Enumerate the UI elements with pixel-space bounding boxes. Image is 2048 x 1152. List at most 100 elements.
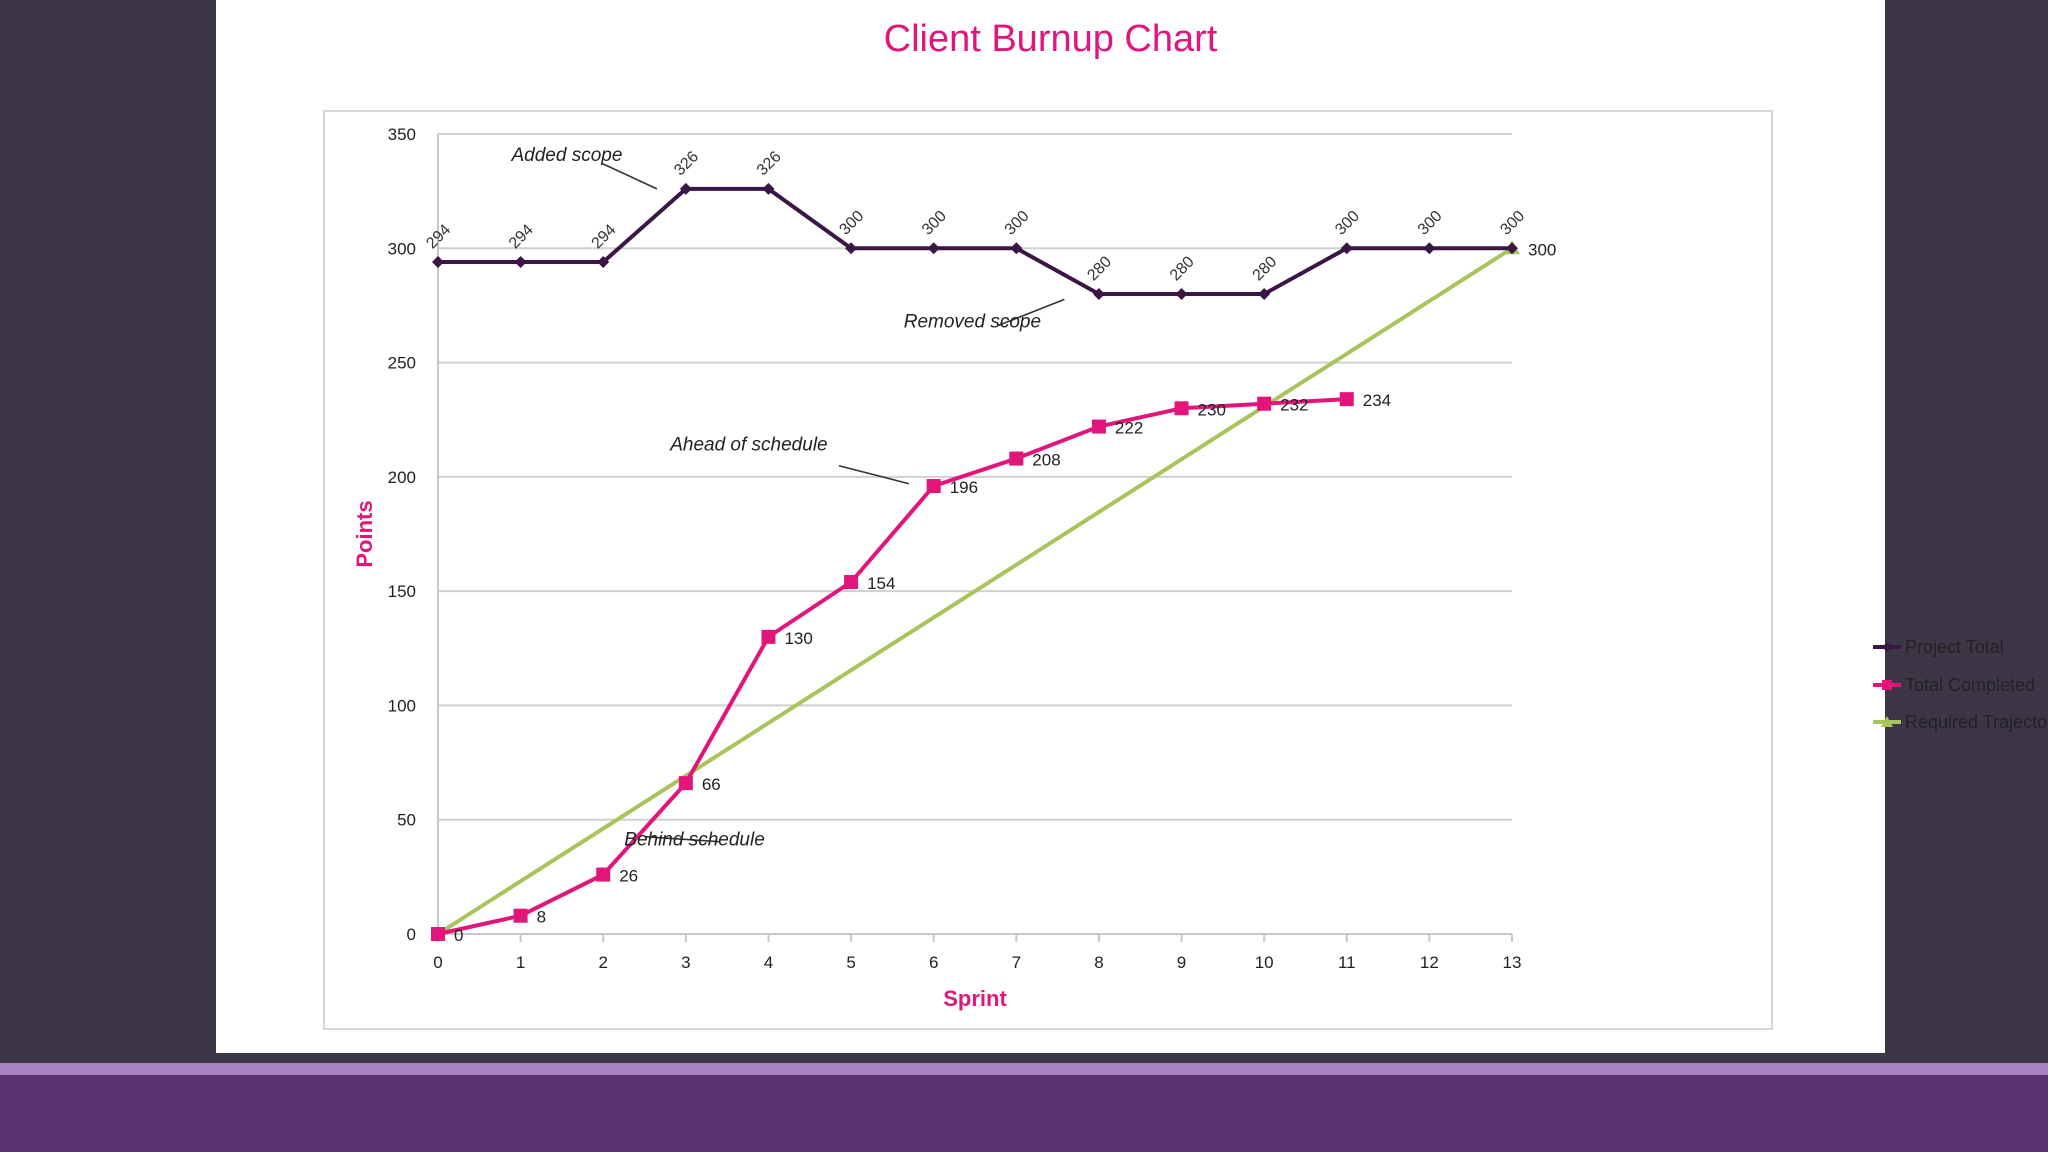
annotation-added-scope: Added scope bbox=[510, 145, 622, 166]
marker-total-completed-4 bbox=[761, 629, 776, 644]
data-label-total-completed-7: 208 bbox=[1032, 451, 1060, 470]
annotation-behind-schedule: Behind schedule bbox=[624, 830, 765, 851]
data-label-project-total-4: 326 bbox=[754, 148, 785, 179]
x-tick-label-2: 2 bbox=[598, 953, 607, 972]
data-label-total-completed-4: 130 bbox=[784, 629, 812, 648]
legend-label-required-trajectory: Required Trajectory bbox=[1905, 712, 2048, 732]
legend-label-project-total: Project Total bbox=[1905, 637, 2004, 657]
legend-marker-required-trajectory bbox=[1873, 716, 1901, 727]
marker-project-total-7 bbox=[1010, 242, 1023, 255]
y-tick-label-300: 300 bbox=[388, 239, 416, 258]
x-tick-label-0: 0 bbox=[433, 953, 442, 972]
legend-marker-project-total bbox=[1873, 642, 1901, 652]
marker-project-total-13 bbox=[1506, 242, 1518, 255]
legend-item-project-total: Project Total bbox=[1871, 632, 2048, 670]
marker-total-completed-3 bbox=[678, 776, 693, 791]
data-label-project-total-6: 300 bbox=[919, 208, 950, 239]
series-line-required-trajectory bbox=[436, 246, 1514, 936]
data-label-total-completed-3: 66 bbox=[702, 775, 721, 794]
marker-total-completed-8 bbox=[1091, 419, 1106, 434]
data-label-project-total-7: 300 bbox=[1002, 208, 1033, 239]
x-axis-title: Sprint bbox=[943, 986, 1007, 1011]
data-label-project-total-9: 280 bbox=[1167, 253, 1198, 284]
x-tick-label-5: 5 bbox=[846, 953, 855, 972]
y-tick-label-100: 100 bbox=[388, 696, 416, 715]
data-label-total-completed-11: 234 bbox=[1363, 391, 1391, 410]
legend-label-total-completed: Total Completed bbox=[1905, 674, 2036, 695]
chart-title: Client Burnup Chart bbox=[883, 18, 1218, 60]
chart-frame: 0 50 100 150 200 250 300 350 0 1 2 3 4 5 6 7 8 9 10 11 12 13 S… bbox=[323, 110, 2048, 1030]
y-tick-label-200: 200 bbox=[388, 468, 416, 487]
marker-total-completed-2 bbox=[596, 867, 611, 882]
x-tick-label-3: 3 bbox=[681, 953, 690, 972]
legend-item-required-trajectory: Required Trajectory bbox=[1871, 707, 2048, 745]
x-tick-label-1: 1 bbox=[516, 953, 525, 972]
x-tick-label-11: 11 bbox=[1338, 953, 1356, 972]
x-tick-label-4: 4 bbox=[764, 953, 773, 972]
marker-total-completed-7 bbox=[1009, 451, 1024, 466]
y-tick-label-250: 250 bbox=[388, 354, 416, 373]
data-label-project-total-3: 326 bbox=[671, 148, 702, 179]
bottom-band bbox=[0, 1075, 2048, 1152]
data-label-total-completed-6: 196 bbox=[950, 478, 978, 497]
marker-total-completed-0 bbox=[431, 927, 445, 941]
marker-project-total-11 bbox=[1340, 242, 1353, 255]
marker-project-total-3 bbox=[679, 182, 692, 195]
legend: Project Total Total Completed Required T… bbox=[1871, 632, 2048, 745]
marker-project-total-6 bbox=[927, 242, 940, 255]
x-tick-label-13: 13 bbox=[1503, 953, 1522, 972]
annotation-removed-scope: Removed scope bbox=[904, 311, 1041, 332]
marker-project-total-9 bbox=[1175, 288, 1188, 300]
legend-marker-total-completed bbox=[1873, 679, 1901, 690]
marker-project-total-8 bbox=[1092, 288, 1105, 300]
x-tick-label-7: 7 bbox=[1012, 953, 1021, 972]
data-label-project-total-12: 300 bbox=[1415, 208, 1446, 239]
y-tick-label-50: 50 bbox=[397, 811, 416, 830]
marker-total-completed-11 bbox=[1339, 392, 1354, 407]
marker-total-completed-10 bbox=[1257, 396, 1272, 411]
annotation-leader-added-scope bbox=[602, 163, 658, 190]
marker-project-total-12 bbox=[1423, 242, 1436, 255]
marker-project-total-0 bbox=[432, 256, 444, 268]
x-tick-label-9: 9 bbox=[1177, 953, 1186, 972]
data-label-total-completed-8: 222 bbox=[1115, 419, 1143, 438]
annotation-leader-ahead-of-schedule bbox=[838, 464, 910, 485]
data-label-total-completed-10: 232 bbox=[1280, 396, 1308, 415]
annotation-ahead-of-schedule: Ahead of schedule bbox=[669, 435, 827, 456]
data-label-project-total-5: 300 bbox=[836, 208, 867, 239]
data-label-project-total-10: 280 bbox=[1250, 253, 1281, 284]
y-tick-label-350: 350 bbox=[388, 125, 416, 144]
marker-total-completed-1 bbox=[513, 908, 528, 923]
marker-project-total-2 bbox=[597, 256, 610, 268]
data-label-required-trajectory-13: 300 bbox=[1528, 240, 1556, 259]
annotation-leader-removed-scope bbox=[998, 298, 1065, 327]
data-label-project-total-8: 280 bbox=[1084, 253, 1115, 284]
x-tick-label-8: 8 bbox=[1094, 953, 1103, 972]
data-label-total-completed-5: 154 bbox=[867, 574, 895, 593]
marker-project-total-4 bbox=[762, 182, 775, 195]
y-tick-label-0: 0 bbox=[407, 925, 416, 944]
data-label-project-total-13: 300 bbox=[1497, 208, 1528, 239]
legend-item-total-completed: Total Completed bbox=[1871, 670, 2048, 708]
marker-project-total-10 bbox=[1258, 288, 1271, 300]
marker-total-completed-6 bbox=[926, 479, 941, 493]
x-tick-label-6: 6 bbox=[929, 953, 938, 972]
data-label-total-completed-1: 8 bbox=[537, 908, 546, 927]
marker-total-completed-9 bbox=[1174, 401, 1189, 416]
x-tick-label-12: 12 bbox=[1420, 953, 1439, 972]
marker-total-completed-5 bbox=[844, 575, 859, 589]
data-label-total-completed-2: 26 bbox=[619, 867, 638, 886]
series-line-total-completed bbox=[437, 397, 1347, 936]
marker-project-total-1 bbox=[514, 256, 527, 268]
annotation-leader-behind-schedule bbox=[644, 835, 720, 843]
marker-project-total-5 bbox=[845, 242, 858, 255]
data-label-project-total-11: 300 bbox=[1332, 208, 1363, 239]
data-label-total-completed-0: 0 bbox=[454, 926, 463, 945]
data-label-total-completed-9: 230 bbox=[1198, 400, 1226, 419]
x-tick-label-10: 10 bbox=[1255, 953, 1274, 972]
y-tick-label-150: 150 bbox=[388, 582, 416, 601]
y-axis-title: Points bbox=[352, 500, 377, 567]
bottom-accent-stripe bbox=[0, 1063, 2048, 1075]
series-line-project-total bbox=[438, 186, 1512, 296]
